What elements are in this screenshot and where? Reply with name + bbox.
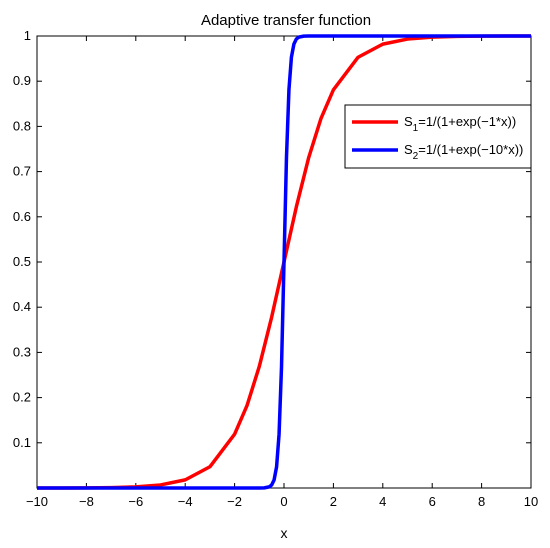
x-tick-label: 10 (524, 494, 538, 509)
y-tick-label: 0.6 (13, 209, 31, 224)
x-tick-label: 4 (379, 494, 386, 509)
x-tick-label: 2 (330, 494, 337, 509)
series-line-s2 (37, 34, 531, 490)
x-tick-label: −10 (26, 494, 48, 509)
x-tick-label: −2 (227, 494, 242, 509)
x-tick-label: 6 (429, 494, 436, 509)
x-tick-label: −4 (178, 494, 193, 509)
x-tick-label: −6 (128, 494, 143, 509)
legend: S1=1/(1+exp(−1*x))S2=1/(1+exp(−10*x)) (344, 104, 532, 169)
y-tick-label: 0.3 (13, 344, 31, 359)
legend-entry-s1: S1=1/(1+exp(−1*x)) (404, 114, 516, 134)
legend-name-rest: =1/(1+exp(−10*x)) (418, 142, 523, 157)
chart-title: Adaptive transfer function (201, 12, 371, 29)
x-tick-label: −8 (79, 494, 94, 509)
x-axis-label: x (281, 525, 288, 541)
series-layer (36, 34, 532, 490)
y-tick-label: 0.8 (13, 118, 31, 133)
legend-name-sub: 1 (413, 123, 419, 134)
legend-name-sub: 2 (413, 151, 419, 162)
y-tick-label: 0.1 (13, 435, 31, 450)
x-tick-label: 8 (478, 494, 485, 509)
x-tick-label: 0 (280, 494, 287, 509)
legend-name-main: S (404, 114, 413, 129)
y-tick-label: 0.7 (13, 164, 31, 179)
y-tick-label: 0.5 (13, 254, 31, 269)
y-tick-label: 0.2 (13, 390, 31, 405)
legend-name-main: S (404, 142, 413, 157)
legend-name-rest: =1/(1+exp(−1*x)) (418, 114, 516, 129)
y-tick-label: 0.9 (13, 73, 31, 88)
legend-entry-s2: S2=1/(1+exp(−10*x)) (404, 142, 523, 162)
y-tick-label: 1 (24, 28, 31, 43)
legend-box (344, 104, 532, 169)
axis-ticks: −10 −8 −6 −4 −2 0 2 4 6 8 10 0.1 0.2 0.3 0.4 0.5 0.6 0.7 0… (13, 28, 538, 509)
y-tick-label: 0.4 (13, 299, 31, 314)
